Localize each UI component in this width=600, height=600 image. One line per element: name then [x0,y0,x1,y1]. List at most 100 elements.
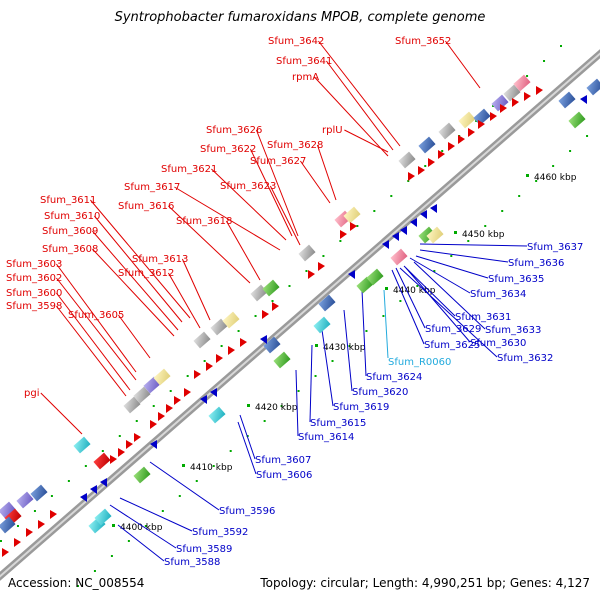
scale-dot [169,390,172,392]
forward-gene-label: Sfum_3600 [6,288,62,299]
reverse-leader-line [237,421,257,475]
reverse-leader-line [117,524,165,562]
forward-gene-label: Sfum_3616 [118,201,174,212]
reverse-gene-label: Sfum_3635 [488,274,544,285]
forward-leader-line [167,272,201,329]
reverse-gene-label: Sfum_3636 [508,258,564,269]
forward-gene-arrow [134,433,141,442]
forward-gene-arrow [228,346,235,355]
scale-dot [399,300,402,302]
scale-dot [586,135,589,137]
reverse-gene-box [273,351,291,369]
forward-leader-line [181,258,211,321]
reverse-gene-box [418,226,436,244]
reverse-leader-line [109,504,177,549]
scale-dot [356,225,359,227]
reverse-leader-line [239,414,256,460]
forward-gene-arrow [490,112,497,121]
reverse-leader-line [413,261,486,330]
scale-dot [535,180,538,182]
reverse-leader-line [309,344,313,423]
reverse-gene-label: Sfum_3632 [497,353,553,364]
forward-gene-arrow [126,440,133,449]
scale-dot [288,285,291,287]
scale-dot [552,165,555,167]
forward-gene-box [153,368,171,386]
scale-dot [450,255,453,257]
forward-gene-arrow [458,135,465,144]
reverse-gene-arrow [260,335,267,344]
reverse-gene-arrow [420,210,427,219]
scale-dot [390,195,393,197]
forward-gene-box [513,74,531,92]
forward-gene-box [398,151,416,169]
scale-dot [127,540,130,542]
scale-dot [152,405,155,407]
scale-dot [416,285,419,287]
rna-gene-labels: Sfum_R0060 [388,357,451,368]
scale-dot [195,480,198,482]
reverse-gene-arrow [200,395,207,404]
scale-dot [348,345,351,347]
scale-tick-mark [182,464,185,467]
forward-gene-arrow [118,448,125,457]
forward-gene-box [473,108,491,126]
reverse-gene-label: Sfum_3588 [164,557,220,568]
forward-gene-label: Sfum_3609 [42,226,98,237]
scale-dot [331,360,334,362]
forward-gene-box [123,396,141,414]
reverse-leader-line [361,289,367,377]
reverse-gene-box [390,248,408,266]
scale-dot [467,240,470,242]
genome-summary-text: Topology: circular; Length: 4,990,251 bp… [260,576,590,590]
scale-dot [263,420,266,422]
reverse-gene-labels: Sfum_3637 Sfum_3636 Sfum_3635 Sfum_3634 Sfum… [164,242,583,568]
scale-dot [212,465,215,467]
scale-dot [433,270,436,272]
reverse-leader-line [391,269,425,345]
forward-gene-box [16,491,34,509]
scale-tick-mark [315,344,318,347]
scale-tick-mark [385,287,388,290]
forward-leader-line [344,129,389,153]
forward-gene-label: Sfum_3617 [124,182,180,193]
reverse-gene-arrow [100,478,107,487]
forward-gene-arrow [194,370,201,379]
scale-dot [101,450,104,452]
reverse-gene-box [263,336,281,354]
reverse-leader-line [419,243,528,247]
reverse-gene-label: Sfum_3633 [485,325,541,336]
reverse-gene-box [94,508,112,526]
forward-gene-arrow [428,158,435,167]
forward-gene-label: Sfum_3608 [42,244,98,255]
forward-gene-label: Sfum_3626 [206,125,262,136]
forward-gene-box [458,111,476,129]
forward-gene-box [133,386,151,404]
forward-leader-line [299,160,331,204]
scale-dot [501,210,504,212]
scale-tick-label: 4450 kbp [462,230,505,240]
forward-gene-arrow [468,128,475,137]
gene-features [0,74,600,557]
scale-dot [110,555,113,557]
scale-dot [84,465,87,467]
scale-dot [220,345,223,347]
rna-leader-line [383,289,389,359]
reverse-gene-label: Sfum_3607 [255,455,311,466]
forward-gene-box [73,436,91,454]
scale-dot [67,480,70,482]
forward-gene-arrow [158,412,165,421]
forward-gene-arrow [166,404,173,413]
forward-leader-line [56,305,127,397]
forward-gene-arrow [340,230,347,239]
map-title: Syntrophobacter fumaroxidans MPOB, compl… [114,10,486,25]
forward-leader-line [249,148,293,237]
forward-gene-box [418,136,436,154]
forward-leader-line [55,263,137,373]
reverse-gene-box [208,406,226,424]
scale-dot [186,375,189,377]
forward-gene-arrow [38,520,45,529]
scale-dot [297,390,300,392]
scale-tick-label: 4400 kbp [120,523,163,533]
